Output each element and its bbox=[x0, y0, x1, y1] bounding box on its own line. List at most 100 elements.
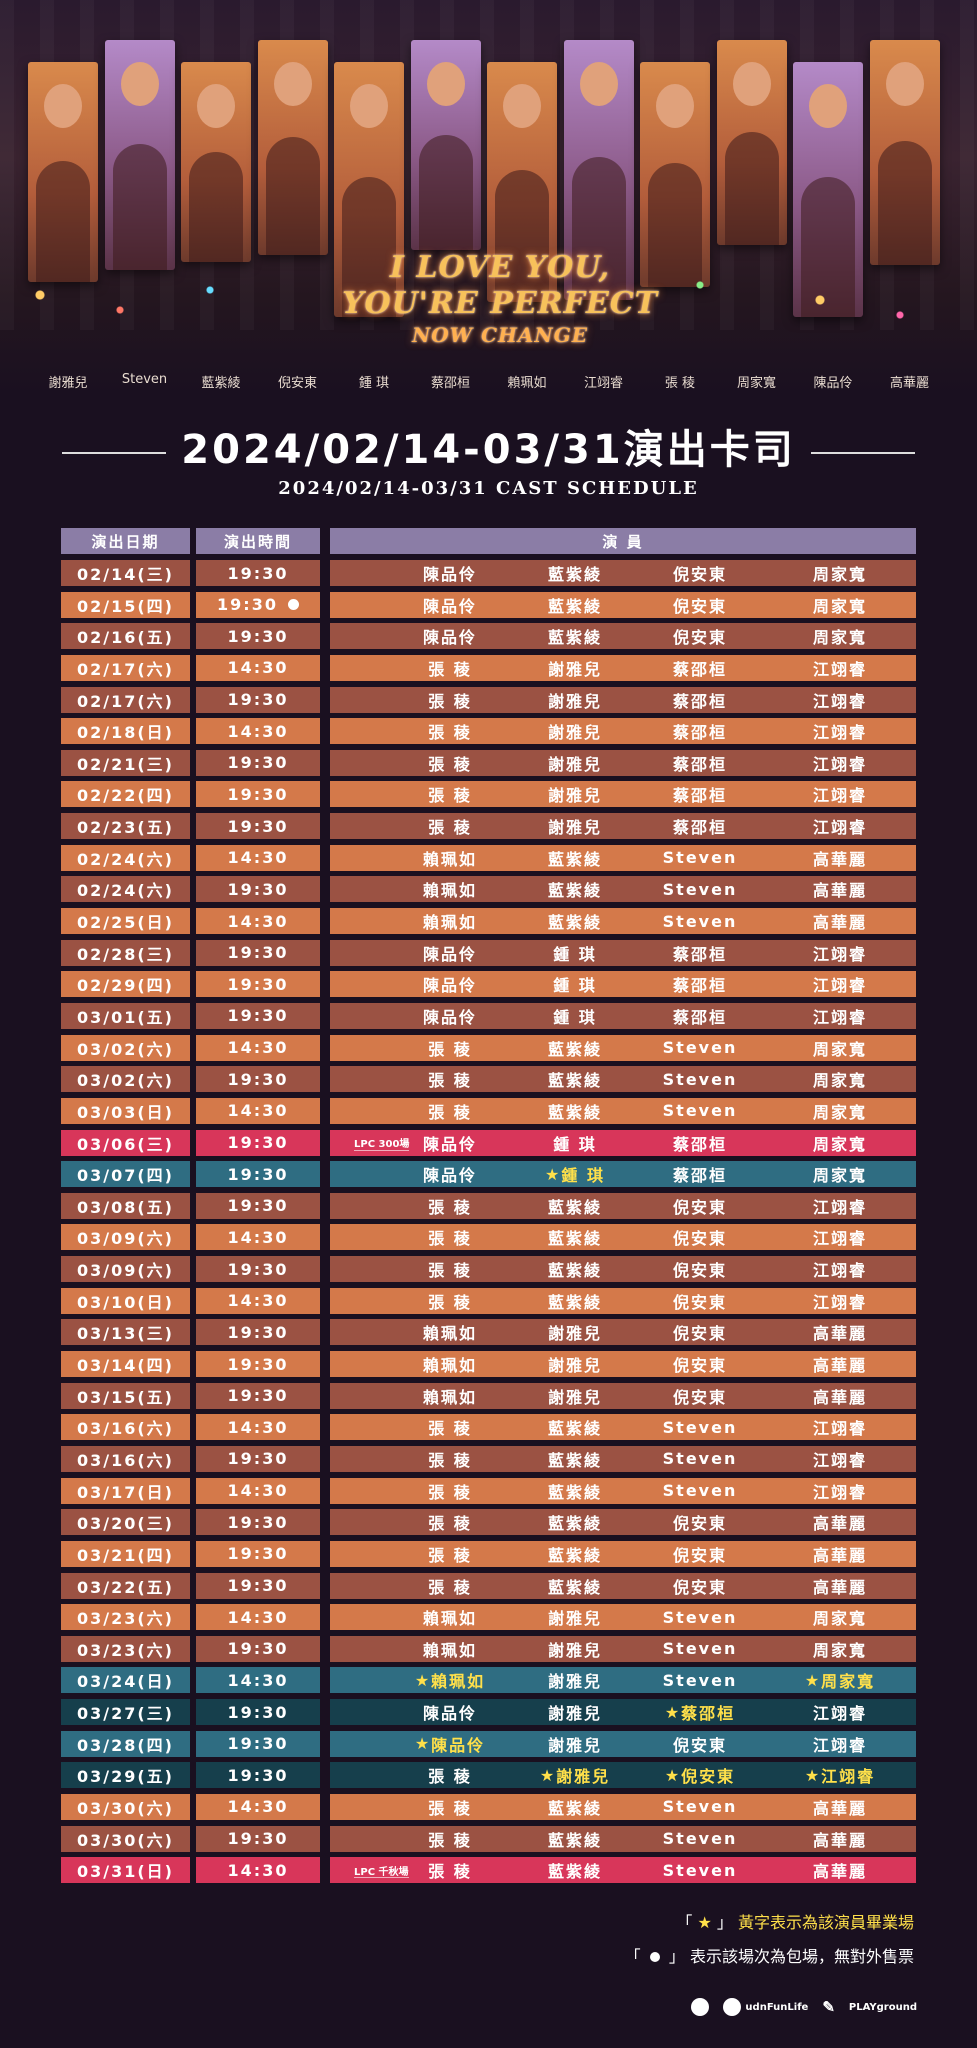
cast-portrait bbox=[410, 40, 481, 250]
actor-name: ★ 謝雅兒 bbox=[540, 1762, 610, 1788]
actor-name-text: 謝雅兒 bbox=[547, 786, 603, 806]
row-date: 02/17(六) bbox=[61, 654, 190, 681]
actor-name-text: 藍紫綾 bbox=[547, 1514, 603, 1534]
row-time: 14:30 bbox=[196, 1287, 320, 1314]
actor-name: ★ 賴珮如 bbox=[415, 1667, 485, 1693]
row-cast: 張 稜 藍紫綾 倪安東 江翊睿 bbox=[330, 1287, 916, 1314]
legend-star: 「 ★ 」 黃字表示為該演員畢業場 bbox=[625, 1906, 914, 1940]
row-cast: 張 稜 藍紫綾 倪安東 高華麗 bbox=[330, 1572, 916, 1599]
actor-name: 高華麗 bbox=[813, 1826, 867, 1852]
actor-name-text: 江翊睿 bbox=[812, 1704, 868, 1724]
star-icon: ★ bbox=[664, 1702, 682, 1722]
row-time: 19:30 bbox=[196, 1066, 320, 1093]
star-icon: ★ bbox=[804, 1670, 822, 1690]
actor-name-text: 高華麗 bbox=[812, 1830, 868, 1850]
portrait-head bbox=[44, 84, 82, 128]
actor-name: Steven bbox=[663, 1478, 738, 1504]
actor-name-text: 賴珮如 bbox=[422, 1609, 478, 1629]
row-time: 19:30 bbox=[196, 1445, 320, 1472]
portrait-body bbox=[724, 132, 779, 245]
portrait-head bbox=[656, 84, 694, 128]
row-time: 14:30 bbox=[196, 1224, 320, 1251]
actor-name-text: 張 稜 bbox=[428, 1577, 472, 1597]
actor-name: 張 稜 bbox=[428, 1509, 472, 1535]
portrait-head bbox=[273, 62, 312, 106]
actor-name-text: 周家寬 bbox=[812, 1039, 868, 1059]
portrait-body bbox=[189, 152, 243, 262]
calligraphy-logo-icon: ✎ bbox=[822, 1998, 835, 2016]
actor-name: 江翊睿 bbox=[813, 1414, 867, 1440]
actor-name-text: Steven bbox=[662, 1481, 738, 1501]
portrait-head bbox=[579, 62, 618, 106]
cast-name-label: Steven bbox=[121, 372, 168, 387]
row-date: 03/17(日) bbox=[61, 1477, 190, 1504]
row-date: 03/16(六) bbox=[61, 1445, 190, 1472]
actor-name-text: 謝雅兒 bbox=[547, 1640, 603, 1660]
actor-name: 高華麗 bbox=[813, 908, 867, 934]
row-date: 03/27(三) bbox=[61, 1699, 190, 1726]
actor-name: 周家寬 bbox=[813, 1161, 867, 1187]
row-time: 14:30 bbox=[196, 1477, 320, 1504]
actor-name-text: 賴珮如 bbox=[422, 1640, 478, 1660]
row-date: 02/15(四) bbox=[61, 591, 190, 618]
row-time-text: 19:30 bbox=[227, 1765, 289, 1785]
actor-name-text: 江翊睿 bbox=[812, 818, 868, 838]
actor-name: 蔡邵桓 bbox=[673, 687, 727, 713]
actor-name: 蔡邵桓 bbox=[673, 718, 727, 744]
actor-name-text: 鍾 琪 bbox=[553, 944, 597, 964]
actor-name: 倪安東 bbox=[673, 592, 727, 618]
actor-name: 藍紫綾 bbox=[548, 908, 602, 934]
actor-name: 張 稜 bbox=[428, 1256, 472, 1282]
actor-name-text: Steven bbox=[662, 1607, 738, 1627]
row-time-text: 19:30 bbox=[227, 1259, 289, 1279]
actor-name: 藍紫綾 bbox=[548, 623, 602, 649]
actor-name: 高華麗 bbox=[813, 1351, 867, 1377]
actor-name-text: 謝雅兒 bbox=[556, 1767, 611, 1787]
actor-name: 江翊睿 bbox=[813, 971, 867, 997]
actor-name-text: 高華麗 bbox=[812, 1324, 868, 1344]
row-time-text: 19:30 bbox=[227, 943, 289, 963]
actor-name-text: 江翊睿 bbox=[812, 1007, 868, 1027]
actor-name-text: 江翊睿 bbox=[812, 723, 868, 743]
row-time-text: 19:30 bbox=[227, 1576, 289, 1595]
actor-name-text: 張 稜 bbox=[428, 1862, 472, 1882]
actor-name: 鍾 琪 bbox=[553, 1003, 597, 1029]
sponsor-name-udn: udnFunLife bbox=[745, 2001, 809, 2013]
row-time-text: 19:30 bbox=[227, 690, 289, 710]
actor-name: 藍紫綾 bbox=[548, 1414, 602, 1440]
actor-name: 謝雅兒 bbox=[548, 1667, 602, 1693]
cast-name-label: 倪安東 bbox=[277, 376, 318, 391]
portrait-head bbox=[350, 84, 388, 128]
actor-name-text: 高華麗 bbox=[812, 1862, 868, 1882]
row-date: 03/23(六) bbox=[61, 1635, 190, 1662]
actor-name: 藍紫綾 bbox=[548, 1098, 602, 1124]
sponsor-mark-icon bbox=[691, 1998, 710, 2016]
actor-name: 張 稜 bbox=[428, 1573, 472, 1599]
actor-name-text: Steven bbox=[662, 1038, 738, 1058]
actor-name-text: 謝雅兒 bbox=[547, 1609, 603, 1629]
actor-name: 蔡邵桓 bbox=[673, 1003, 727, 1029]
header-time: 演出時間 bbox=[196, 528, 320, 554]
actor-name-text: 謝雅兒 bbox=[547, 1387, 603, 1407]
row-date: 03/29(五) bbox=[61, 1762, 190, 1789]
actor-name: ★ 鍾 琪 bbox=[545, 1161, 605, 1187]
special-show-tag: LPC 300場 bbox=[354, 1136, 410, 1151]
actor-name-text: 陳品伶 bbox=[422, 1704, 478, 1724]
row-date: 02/25(日) bbox=[61, 908, 190, 935]
row-cast: 張 稜 藍紫綾 Steven 高華麗 bbox=[330, 1793, 916, 1820]
table-row: 02/16(五) 19:30 陳品伶 藍紫綾 倪安東 周家寬 bbox=[61, 623, 916, 650]
actor-name-text: 江翊睿 bbox=[812, 786, 868, 806]
actor-name: 藍紫綾 bbox=[548, 1066, 602, 1092]
row-time: 19:30 bbox=[196, 686, 320, 713]
actor-name: 張 稜 bbox=[428, 1446, 472, 1472]
header-date: 演出日期 bbox=[61, 528, 190, 554]
table-row: 03/28(四) 19:30 ★ 陳品伶 謝雅兒 倪安東 江翊睿 bbox=[61, 1730, 916, 1757]
row-cast: 張 稜 藍紫綾 倪安東 江翊睿 bbox=[330, 1192, 916, 1219]
row-cast: 張 稜 藍紫綾 Steven 江翊睿 bbox=[330, 1445, 916, 1472]
actor-name: 周家寬 bbox=[813, 560, 867, 586]
show-logo: I LOVE YOU, YOU'RE PERFECT NOW CHANGE bbox=[320, 250, 680, 350]
actor-name-text: 倪安東 bbox=[672, 565, 728, 584]
actor-name-text: 蔡邵桓 bbox=[672, 691, 728, 711]
actor-name: Steven bbox=[663, 1794, 738, 1820]
actor-name: Steven bbox=[663, 1066, 738, 1092]
